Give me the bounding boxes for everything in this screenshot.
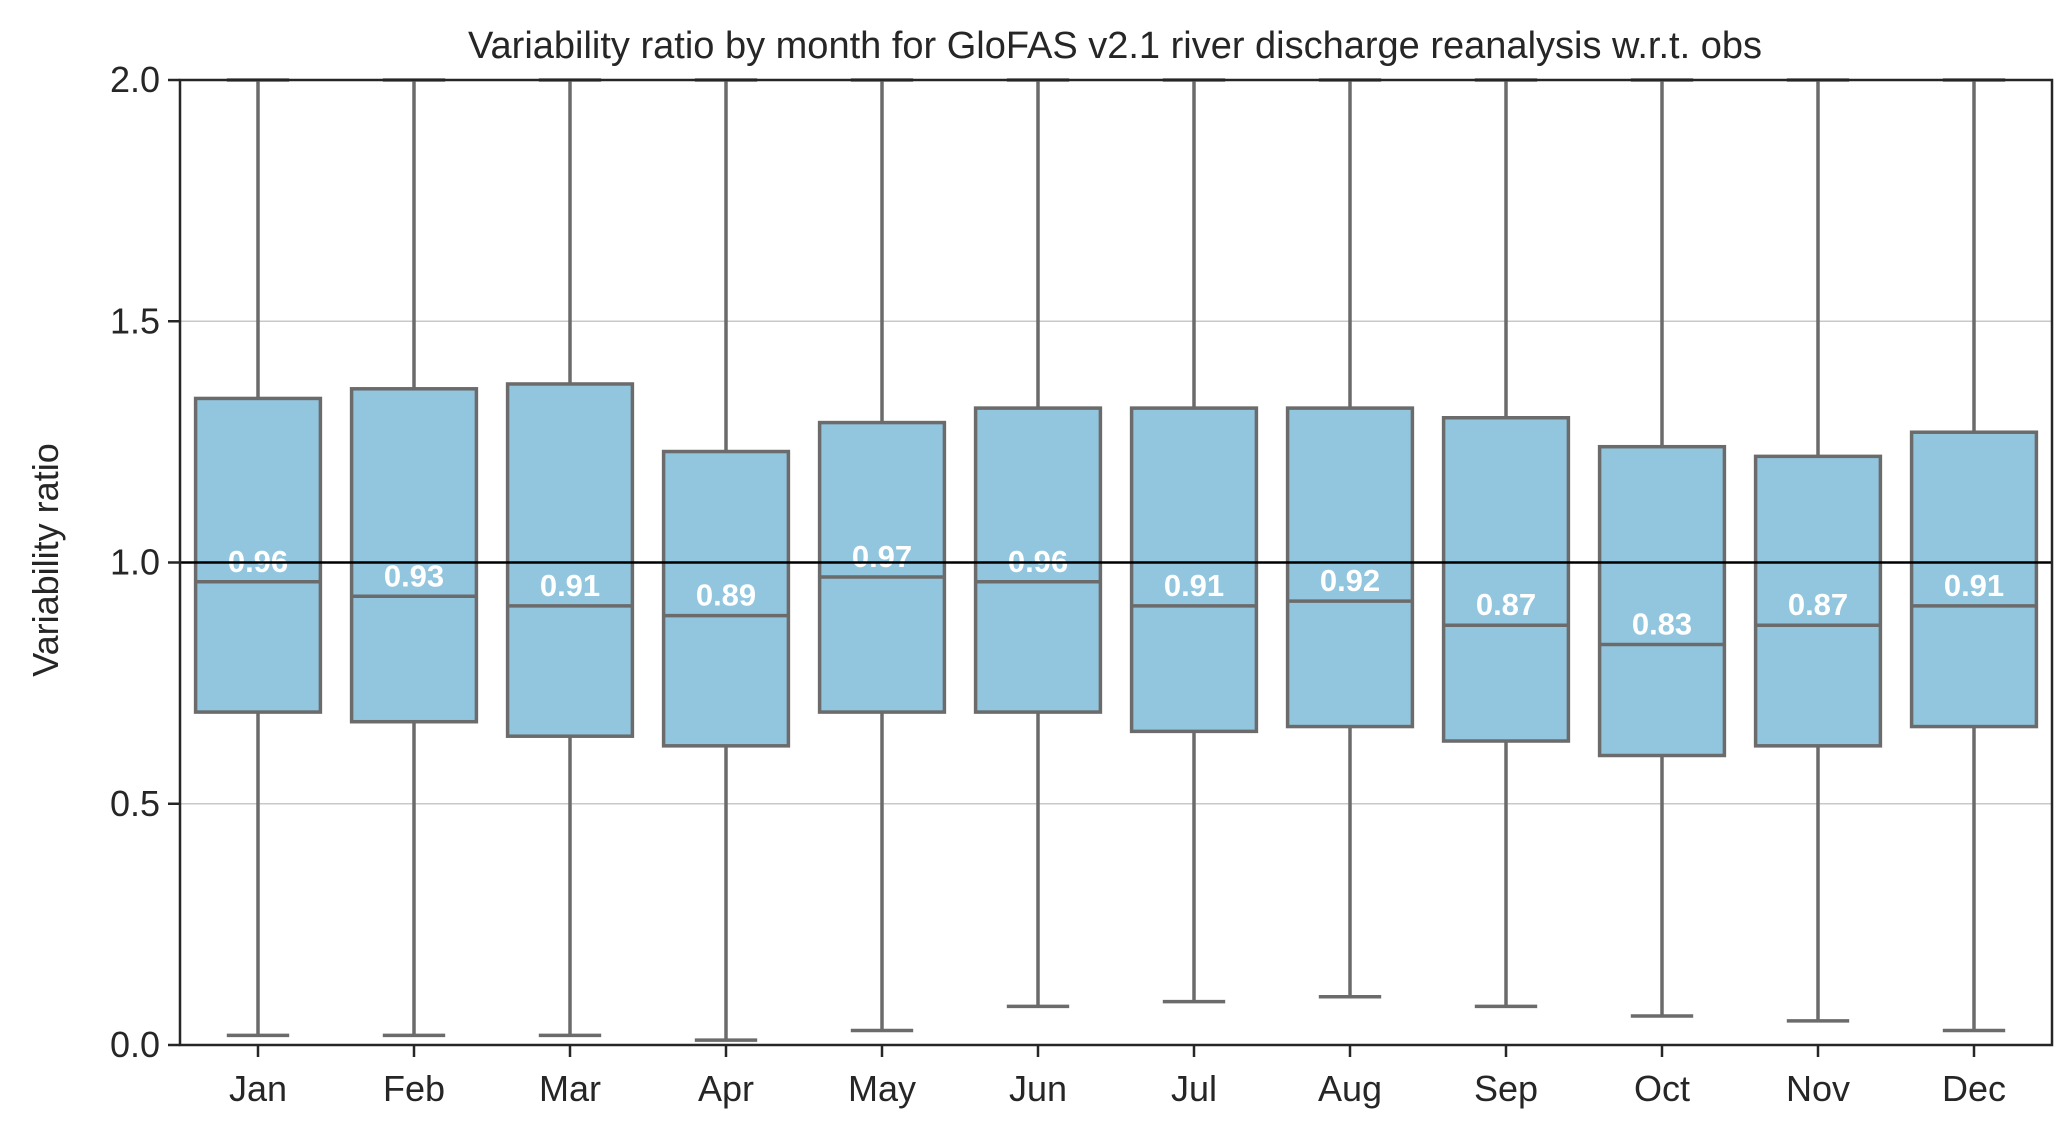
box-mar: 0.91 (505, 78, 635, 1038)
iqr-box (973, 406, 1103, 714)
median-label: 0.91 (540, 568, 600, 603)
chart-title: Variability ratio by month for GloFAS v2… (468, 25, 1762, 67)
box-nov: 0.87 (1753, 78, 1883, 1023)
x-tick-label: Nov (1786, 1068, 1850, 1109)
median-label: 0.89 (696, 578, 756, 613)
x-tick-label: Apr (698, 1068, 754, 1109)
median-label: 0.87 (1788, 587, 1848, 622)
x-tick-label: Oct (1634, 1068, 1690, 1109)
iqr-box (1753, 454, 1883, 748)
x-tick-label: May (848, 1068, 916, 1109)
box-oct: 0.83 (1597, 78, 1727, 1018)
iqr-box (349, 387, 479, 724)
box-apr: 0.89 (661, 78, 791, 1042)
median-label: 0.92 (1320, 563, 1380, 598)
median-label: 0.97 (852, 539, 912, 574)
median-label: 0.91 (1164, 568, 1224, 603)
x-tick-label: Aug (1318, 1068, 1382, 1109)
x-tick-label: Jul (1171, 1068, 1217, 1109)
iqr-box (817, 420, 947, 714)
median-label: 0.91 (1944, 568, 2004, 603)
x-tick-label: Mar (539, 1068, 601, 1109)
box-may: 0.97 (817, 78, 947, 1033)
box-sep: 0.87 (1441, 78, 1571, 1009)
y-tick-label: 2.0 (110, 59, 160, 100)
axis-layer: 0.0 0.5 1.0 1.5 2.0 Jan Feb Mar Apr May Jun Jul Aug S… (110, 59, 2054, 1109)
x-tick-label: Sep (1474, 1068, 1538, 1109)
iqr-box (193, 396, 323, 714)
iqr-box (1129, 406, 1259, 734)
median-label: 0.87 (1476, 587, 1536, 622)
iqr-box (1909, 430, 2039, 729)
box-layer: 0.96 0.93 0.91 0.89 0.97 0.96 0.91 0.92 0.87 0.83… (193, 78, 2039, 1042)
x-tick-label: Jun (1009, 1068, 1067, 1109)
iqr-box (661, 449, 791, 748)
box-dec: 0.91 (1909, 78, 2039, 1033)
iqr-box (1441, 416, 1571, 743)
box-jan: 0.96 (193, 78, 323, 1038)
box-jul: 0.91 (1129, 78, 1259, 1004)
x-tick-label: Dec (1942, 1068, 2006, 1109)
box-jun: 0.96 (973, 78, 1103, 1009)
median-label: 0.83 (1632, 607, 1692, 642)
y-tick-label: 1.5 (110, 300, 160, 341)
iqr-box (505, 382, 635, 738)
median-label: 0.93 (384, 558, 444, 593)
x-tick-label: Jan (229, 1068, 287, 1109)
iqr-box (1597, 444, 1727, 758)
box-feb: 0.93 (349, 78, 479, 1038)
y-tick-label: 0.5 (110, 783, 160, 824)
x-tick-label: Feb (383, 1068, 445, 1109)
box-aug: 0.92 (1285, 78, 1415, 999)
iqr-box (1285, 406, 1415, 729)
y-tick-label: 0.0 (110, 1024, 160, 1065)
y-axis-label: Variability ratio (25, 443, 66, 676)
y-tick-label: 1.0 (110, 542, 160, 583)
